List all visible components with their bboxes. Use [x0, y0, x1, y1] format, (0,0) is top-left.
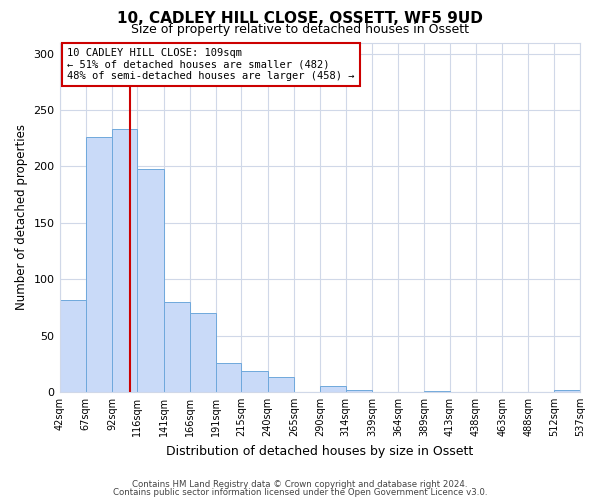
Bar: [164, 302, 190, 392]
Bar: [190, 313, 216, 392]
Bar: [137, 168, 164, 392]
Bar: [268, 378, 294, 392]
Bar: [86, 137, 112, 392]
Bar: [346, 390, 372, 392]
Bar: [241, 370, 268, 392]
Bar: [320, 386, 346, 392]
Bar: [554, 390, 580, 392]
Bar: [112, 130, 137, 392]
Bar: [216, 362, 241, 392]
Text: Contains HM Land Registry data © Crown copyright and database right 2024.: Contains HM Land Registry data © Crown c…: [132, 480, 468, 489]
Y-axis label: Number of detached properties: Number of detached properties: [15, 124, 28, 310]
Text: Size of property relative to detached houses in Ossett: Size of property relative to detached ho…: [131, 24, 469, 36]
Text: 10 CADLEY HILL CLOSE: 109sqm
← 51% of detached houses are smaller (482)
48% of s: 10 CADLEY HILL CLOSE: 109sqm ← 51% of de…: [67, 48, 355, 81]
X-axis label: Distribution of detached houses by size in Ossett: Distribution of detached houses by size …: [166, 444, 473, 458]
Bar: [424, 391, 449, 392]
Text: 10, CADLEY HILL CLOSE, OSSETT, WF5 9UD: 10, CADLEY HILL CLOSE, OSSETT, WF5 9UD: [117, 11, 483, 26]
Text: Contains public sector information licensed under the Open Government Licence v3: Contains public sector information licen…: [113, 488, 487, 497]
Bar: [59, 300, 86, 392]
